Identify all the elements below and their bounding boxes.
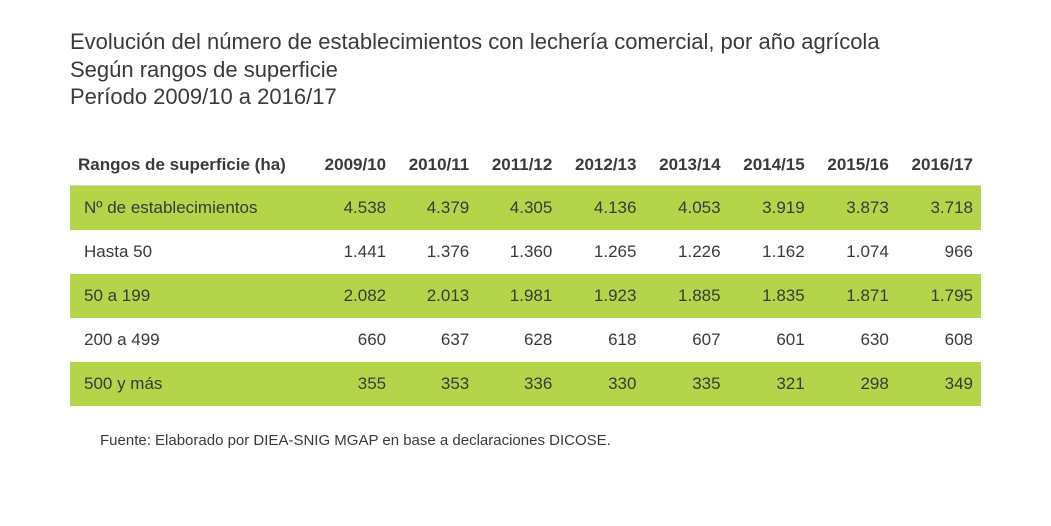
table-header: Rangos de superficie (ha) 2009/10 2010/1…	[70, 145, 981, 186]
data-table: Rangos de superficie (ha) 2009/10 2010/1…	[70, 145, 981, 406]
cell: 966	[897, 230, 981, 274]
footnote: Fuente: Elaborado por DIEA-SNIG MGAP en …	[70, 432, 981, 449]
cell: 1.885	[644, 274, 728, 318]
title-line-1: Evolución del número de establecimientos…	[70, 28, 981, 56]
cell: 3.919	[729, 185, 813, 230]
cell: 1.441	[310, 230, 394, 274]
cell: 608	[897, 318, 981, 362]
col-header: 2016/17	[897, 145, 981, 186]
cell: 1.835	[729, 274, 813, 318]
cell: 321	[729, 362, 813, 406]
cell: 4.305	[477, 185, 560, 230]
table-row: Hasta 50 1.441 1.376 1.360 1.265 1.226 1…	[70, 230, 981, 274]
cell: 349	[897, 362, 981, 406]
cell: 660	[310, 318, 394, 362]
cell: 355	[310, 362, 394, 406]
cell: 4.053	[644, 185, 728, 230]
cell: 200 a 499	[70, 318, 310, 362]
cell: 1.795	[897, 274, 981, 318]
table-body: Nº de establecimientos 4.538 4.379 4.305…	[70, 185, 981, 406]
cell: 628	[477, 318, 560, 362]
cell: 2.082	[310, 274, 394, 318]
cell: 601	[729, 318, 813, 362]
col-header: 2011/12	[477, 145, 560, 186]
title-line-3: Período 2009/10 a 2016/17	[70, 83, 981, 111]
cell: 298	[813, 362, 897, 406]
col-header: 2012/13	[560, 145, 644, 186]
cell: 353	[394, 362, 477, 406]
cell: 1.376	[394, 230, 477, 274]
cell: 500 y más	[70, 362, 310, 406]
cell: 1.923	[560, 274, 644, 318]
cell: 4.379	[394, 185, 477, 230]
cell: 3.718	[897, 185, 981, 230]
cell: Nº de establecimientos	[70, 185, 310, 230]
table-header-row: Rangos de superficie (ha) 2009/10 2010/1…	[70, 145, 981, 186]
cell: 4.538	[310, 185, 394, 230]
col-header: 2009/10	[310, 145, 394, 186]
table-row: 500 y más 355 353 336 330 335 321 298 34…	[70, 362, 981, 406]
cell: 1.162	[729, 230, 813, 274]
col-header: 2013/14	[644, 145, 728, 186]
cell: 3.873	[813, 185, 897, 230]
col-header: Rangos de superficie (ha)	[70, 145, 310, 186]
table-row: Nº de establecimientos 4.538 4.379 4.305…	[70, 185, 981, 230]
cell: 50 a 199	[70, 274, 310, 318]
cell: 630	[813, 318, 897, 362]
table-row: 200 a 499 660 637 628 618 607 601 630 60…	[70, 318, 981, 362]
cell: 330	[560, 362, 644, 406]
cell: Hasta 50	[70, 230, 310, 274]
cell: 637	[394, 318, 477, 362]
cell: 1.226	[644, 230, 728, 274]
cell: 618	[560, 318, 644, 362]
col-header: 2015/16	[813, 145, 897, 186]
cell: 1.981	[477, 274, 560, 318]
col-header: 2014/15	[729, 145, 813, 186]
cell: 1.074	[813, 230, 897, 274]
cell: 335	[644, 362, 728, 406]
cell: 2.013	[394, 274, 477, 318]
cell: 607	[644, 318, 728, 362]
cell: 336	[477, 362, 560, 406]
title-line-2: Según rangos de superficie	[70, 56, 981, 84]
title-block: Evolución del número de establecimientos…	[70, 28, 981, 111]
table-row: 50 a 199 2.082 2.013 1.981 1.923 1.885 1…	[70, 274, 981, 318]
cell: 1.265	[560, 230, 644, 274]
cell: 4.136	[560, 185, 644, 230]
col-header: 2010/11	[394, 145, 477, 186]
cell: 1.871	[813, 274, 897, 318]
cell: 1.360	[477, 230, 560, 274]
